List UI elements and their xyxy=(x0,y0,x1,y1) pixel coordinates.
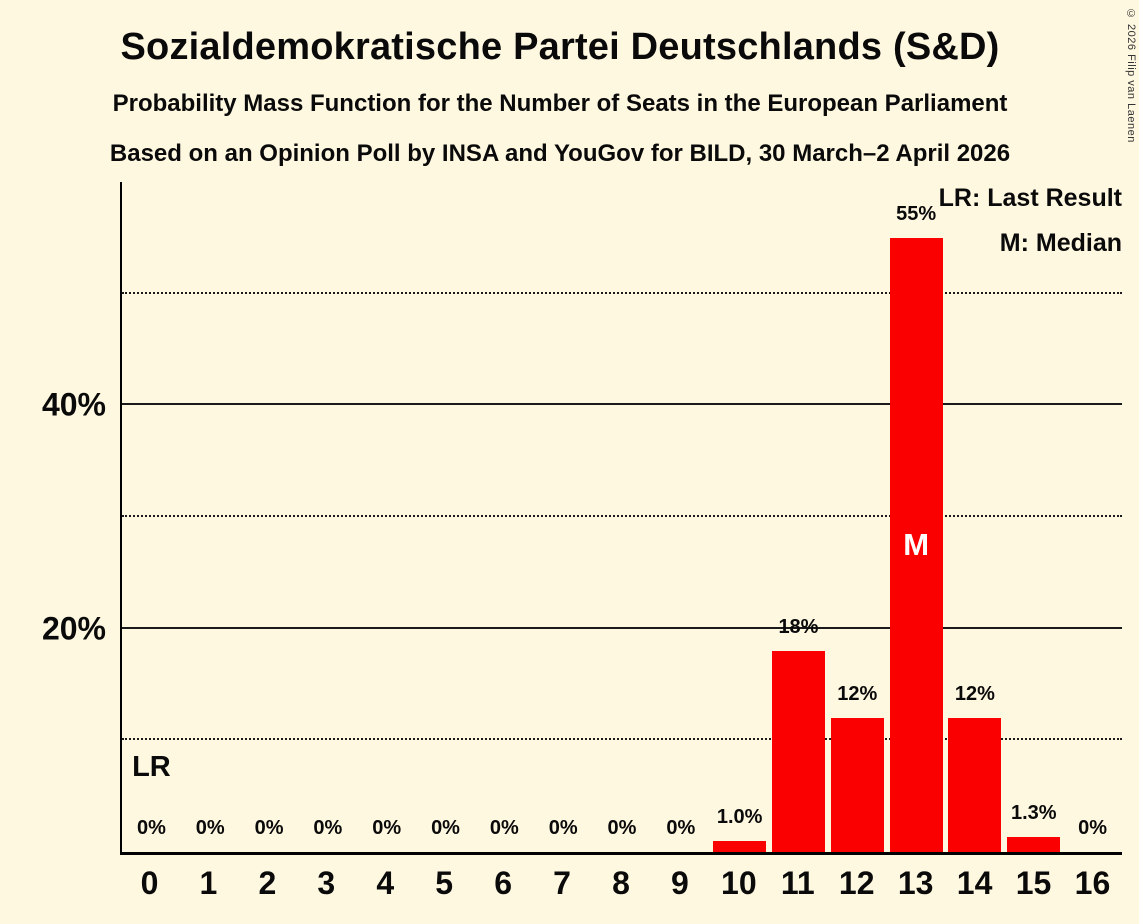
y-axis-tick-label: 40% xyxy=(41,386,106,423)
bar xyxy=(889,237,943,852)
gridline-solid xyxy=(122,626,1122,629)
x-axis-tick-label: 4 xyxy=(376,865,395,901)
y-axis-tick-label: 20% xyxy=(41,610,106,647)
gridline-dotted xyxy=(122,738,1122,741)
bar-value-label: 0% xyxy=(313,817,343,839)
plot-area: LR: Last Result M: Median 0% 0% 0% 0% 0% 0% 0%… xyxy=(120,182,1122,855)
y-axis-labels: 20% 40% xyxy=(0,182,106,855)
bar-value-label: 12% xyxy=(954,683,995,705)
bar xyxy=(830,718,884,852)
bar-value-label: 18% xyxy=(778,616,819,638)
median-marker: M xyxy=(903,526,930,562)
x-axis-tick-label: 11 xyxy=(780,865,815,901)
x-axis-tick-label: 14 xyxy=(956,865,993,901)
last-result-marker: LR xyxy=(132,751,171,783)
bar-value-label: 55% xyxy=(896,202,937,225)
x-axis-tick-label: 12 xyxy=(838,865,875,901)
legend-last-result: LR: Last Result xyxy=(938,184,1122,212)
chart-title: Sozialdemokratische Partei Deutschlands … xyxy=(120,26,1000,68)
x-axis-labels: 0 1 2 3 4 5 6 7 8 9 10 11 12 13 14 15 16 xyxy=(120,865,1122,909)
gridline-solid xyxy=(122,403,1122,406)
x-axis-tick-label: 3 xyxy=(317,865,336,901)
bar-value-label: 1.0% xyxy=(716,805,763,828)
bar-value-label: 0% xyxy=(1078,817,1108,839)
bar-value-label: 1.3% xyxy=(1010,802,1057,825)
bar-value-label: 0% xyxy=(489,817,519,839)
x-axis-tick-label: 10 xyxy=(721,865,757,901)
gridline-dotted xyxy=(122,291,1122,294)
bar xyxy=(1007,837,1061,852)
x-axis-tick-label: 6 xyxy=(494,865,512,901)
bar-value-label: 0% xyxy=(136,817,166,839)
x-axis-tick-label: 0 xyxy=(140,865,159,901)
x-axis-tick-label: 9 xyxy=(671,865,689,901)
bar xyxy=(772,651,825,852)
x-axis-tick-label: 2 xyxy=(258,865,277,901)
x-axis-tick-label: 13 xyxy=(897,865,934,901)
x-axis-tick-label: 1 xyxy=(199,865,218,901)
bar-value-label: 0% xyxy=(254,817,284,839)
x-axis-tick-label: 7 xyxy=(553,865,571,901)
bar-value-label: 0% xyxy=(372,817,402,839)
bar xyxy=(713,840,767,852)
bar-value-label: 0% xyxy=(548,817,578,839)
chart-legend: LR: Last Result M: Median xyxy=(939,184,1122,258)
x-axis-tick-label: 5 xyxy=(435,865,454,901)
copyright-note: © 2026 Filip van Laenen xyxy=(1125,8,1137,143)
bar-value-label: 0% xyxy=(666,817,696,839)
chart-source-subtitle: Based on an Opinion Poll by INSA and You… xyxy=(109,140,1011,167)
bar-value-label: 0% xyxy=(431,817,460,839)
legend-median: M: Median xyxy=(999,229,1122,257)
bar xyxy=(948,718,1002,852)
bar-value-label: 0% xyxy=(607,817,637,839)
bar-value-label: 12% xyxy=(837,683,878,705)
gridline-dotted xyxy=(122,515,1122,517)
x-axis-tick-label: 16 xyxy=(1074,865,1111,901)
x-axis-tick-label: 8 xyxy=(612,865,630,901)
x-axis-tick-label: 15 xyxy=(1015,865,1052,901)
bar-value-label: 0% xyxy=(195,817,225,839)
chart-subtitle: Probability Mass Function for the Number… xyxy=(112,90,1008,117)
